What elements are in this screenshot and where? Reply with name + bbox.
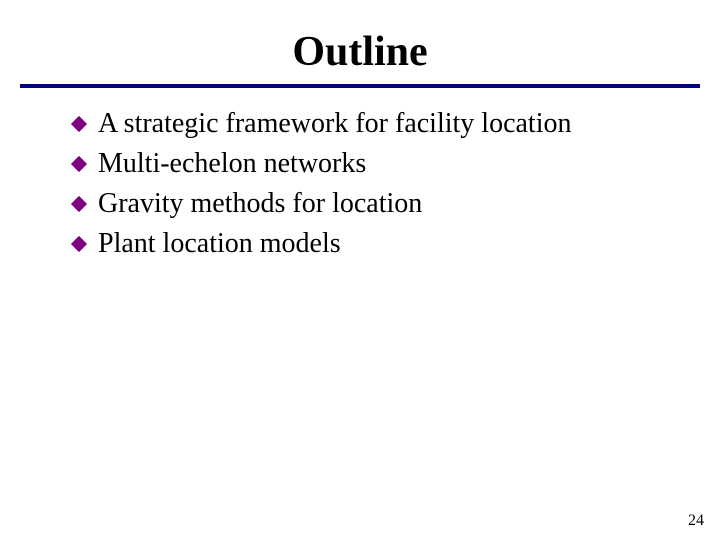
bullet-item: Multi-echelon networks (70, 144, 670, 184)
bullet-text: Multi-echelon networks (98, 144, 670, 184)
title-underline (20, 84, 700, 88)
bullet-item: A strategic framework for facility locat… (70, 104, 670, 144)
diamond-bullet-icon (70, 155, 88, 173)
diamond-bullet-icon (70, 235, 88, 253)
slide-title: Outline (0, 28, 720, 76)
bullet-item: Plant location models (70, 224, 670, 264)
diamond-bullet-icon (70, 115, 88, 133)
bullet-item: Gravity methods for location (70, 184, 670, 224)
page-number: 24 (688, 512, 704, 530)
bullet-text: Plant location models (98, 224, 670, 264)
bullet-text: A strategic framework for facility locat… (98, 104, 670, 144)
slide: Outline A strategic framework for facili… (0, 0, 720, 540)
bullet-text: Gravity methods for location (98, 184, 670, 224)
bullet-list: A strategic framework for facility locat… (70, 104, 670, 264)
diamond-bullet-icon (70, 195, 88, 213)
